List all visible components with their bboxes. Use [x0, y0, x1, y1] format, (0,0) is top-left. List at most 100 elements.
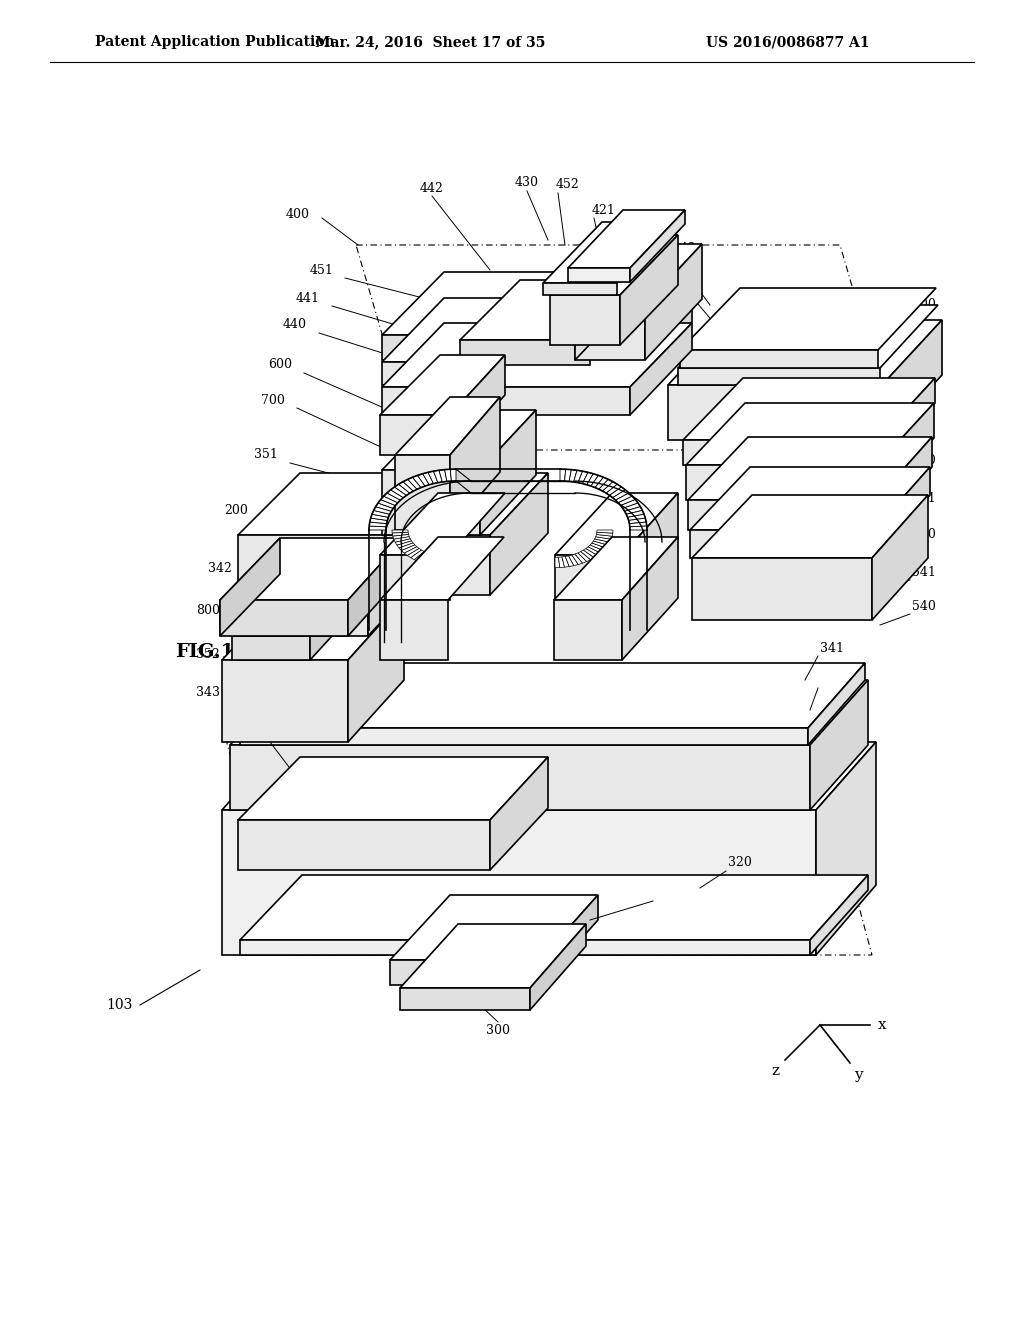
- Polygon shape: [238, 473, 548, 535]
- Polygon shape: [423, 473, 433, 484]
- Polygon shape: [595, 478, 608, 490]
- Polygon shape: [555, 554, 622, 601]
- Polygon shape: [382, 298, 692, 362]
- Polygon shape: [878, 378, 935, 465]
- Polygon shape: [558, 557, 564, 568]
- Text: 421: 421: [592, 203, 615, 216]
- Polygon shape: [370, 521, 387, 527]
- Polygon shape: [394, 484, 410, 495]
- Text: 342: 342: [208, 561, 232, 574]
- Polygon shape: [394, 537, 411, 543]
- Polygon shape: [378, 499, 395, 508]
- Polygon shape: [445, 557, 450, 568]
- Polygon shape: [562, 557, 569, 568]
- Polygon shape: [550, 235, 678, 294]
- Polygon shape: [348, 539, 404, 636]
- Polygon shape: [232, 595, 368, 636]
- Text: 520: 520: [912, 454, 936, 466]
- Polygon shape: [590, 543, 606, 550]
- Polygon shape: [530, 924, 586, 1010]
- Polygon shape: [872, 495, 928, 620]
- Polygon shape: [220, 601, 348, 636]
- Polygon shape: [380, 414, 450, 455]
- Polygon shape: [591, 475, 603, 487]
- Polygon shape: [382, 272, 692, 335]
- Text: y: y: [854, 1068, 862, 1082]
- Polygon shape: [692, 495, 928, 558]
- Polygon shape: [380, 554, 450, 601]
- Polygon shape: [427, 554, 436, 566]
- Polygon shape: [602, 482, 617, 494]
- Polygon shape: [579, 471, 588, 483]
- Polygon shape: [588, 545, 603, 553]
- Polygon shape: [587, 474, 598, 486]
- Text: 521: 521: [912, 491, 936, 504]
- Polygon shape: [451, 469, 456, 480]
- Polygon shape: [395, 455, 450, 531]
- Polygon shape: [680, 288, 936, 350]
- Polygon shape: [630, 272, 692, 360]
- Polygon shape: [399, 543, 415, 550]
- Polygon shape: [584, 549, 598, 558]
- Polygon shape: [400, 987, 530, 1010]
- Polygon shape: [436, 557, 443, 568]
- Polygon shape: [393, 535, 410, 540]
- Polygon shape: [390, 487, 407, 498]
- Polygon shape: [808, 663, 865, 744]
- Polygon shape: [690, 531, 874, 558]
- Polygon shape: [390, 895, 598, 960]
- Text: 600: 600: [268, 359, 292, 371]
- Polygon shape: [810, 875, 868, 954]
- Polygon shape: [444, 469, 452, 482]
- Text: 541: 541: [912, 565, 936, 578]
- Text: US 2016/0086877 A1: US 2016/0086877 A1: [707, 36, 870, 49]
- Text: 340: 340: [820, 673, 844, 686]
- Text: 343: 343: [196, 686, 220, 700]
- Polygon shape: [554, 537, 678, 601]
- Polygon shape: [688, 500, 876, 531]
- Polygon shape: [392, 531, 409, 533]
- Polygon shape: [629, 519, 646, 524]
- Polygon shape: [683, 378, 935, 440]
- Polygon shape: [222, 598, 404, 660]
- Polygon shape: [382, 470, 480, 535]
- Polygon shape: [238, 756, 548, 820]
- Polygon shape: [382, 411, 536, 470]
- Polygon shape: [401, 545, 417, 553]
- Polygon shape: [678, 305, 938, 368]
- Polygon shape: [630, 210, 685, 282]
- Text: 800: 800: [196, 603, 220, 616]
- Polygon shape: [400, 924, 586, 987]
- Polygon shape: [686, 403, 934, 465]
- Text: 351: 351: [254, 449, 278, 462]
- Polygon shape: [612, 490, 629, 500]
- Polygon shape: [450, 355, 505, 455]
- Polygon shape: [554, 601, 622, 660]
- Polygon shape: [376, 503, 393, 511]
- Polygon shape: [623, 503, 640, 511]
- Polygon shape: [540, 895, 598, 985]
- Polygon shape: [240, 875, 868, 940]
- Polygon shape: [560, 469, 565, 480]
- Polygon shape: [618, 496, 635, 506]
- Polygon shape: [372, 511, 390, 517]
- Polygon shape: [550, 294, 620, 345]
- Text: 530: 530: [912, 528, 936, 541]
- Polygon shape: [222, 742, 876, 810]
- Polygon shape: [384, 492, 400, 503]
- Polygon shape: [387, 490, 403, 500]
- Polygon shape: [460, 280, 648, 341]
- Polygon shape: [686, 465, 877, 500]
- Text: 400: 400: [286, 209, 310, 222]
- Text: 441: 441: [296, 292, 319, 305]
- Polygon shape: [450, 397, 500, 531]
- Polygon shape: [460, 341, 590, 366]
- Polygon shape: [568, 554, 579, 566]
- Polygon shape: [398, 482, 414, 494]
- Polygon shape: [564, 469, 571, 482]
- Text: 440: 440: [283, 318, 307, 331]
- Polygon shape: [630, 323, 692, 414]
- Polygon shape: [392, 532, 409, 536]
- Polygon shape: [630, 298, 692, 385]
- Polygon shape: [622, 537, 678, 660]
